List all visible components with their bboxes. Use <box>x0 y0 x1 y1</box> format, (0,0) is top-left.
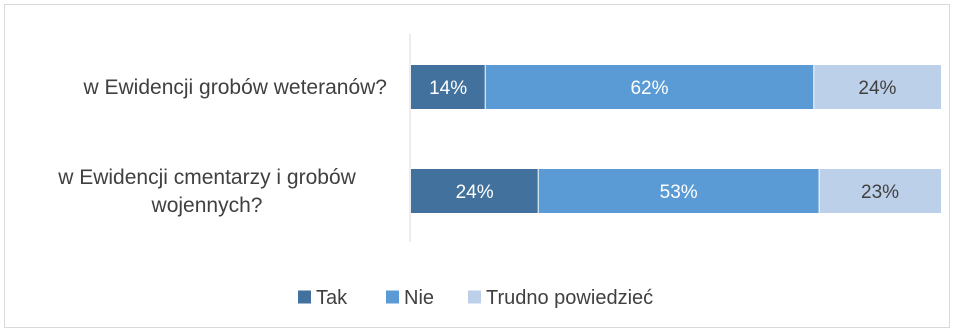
bar-segment-tak <box>411 65 486 109</box>
bar-segment-tak <box>411 169 539 213</box>
data-label: 24% <box>456 182 494 203</box>
legend-swatch-nie <box>386 290 399 304</box>
bar-segment-nie <box>485 65 814 109</box>
data-label: 24% <box>858 78 896 99</box>
bar-segment-nie <box>538 169 820 213</box>
legend-label: Nie <box>404 287 434 309</box>
category-label: w Ewidencji cmentarzy i grobów <box>57 166 356 189</box>
legend-label: Tak <box>316 287 348 309</box>
legend-label: Trudno powiedzieć <box>486 287 653 309</box>
data-label: 62% <box>630 78 668 99</box>
category-label: w Ewidencji grobów weteranów? <box>83 76 388 99</box>
chart-frame <box>4 4 950 328</box>
bar-segment-trudno-powiedzieć <box>813 65 941 109</box>
legend-swatch-trudno-powiedzieć <box>468 290 481 304</box>
data-label: 53% <box>660 182 698 203</box>
data-label: 23% <box>861 182 899 203</box>
bar-segment-trudno-powiedzieć <box>819 169 941 213</box>
data-label: 14% <box>429 78 467 99</box>
category-label: wojennych? <box>151 194 263 217</box>
legend-swatch-tak <box>298 290 311 304</box>
